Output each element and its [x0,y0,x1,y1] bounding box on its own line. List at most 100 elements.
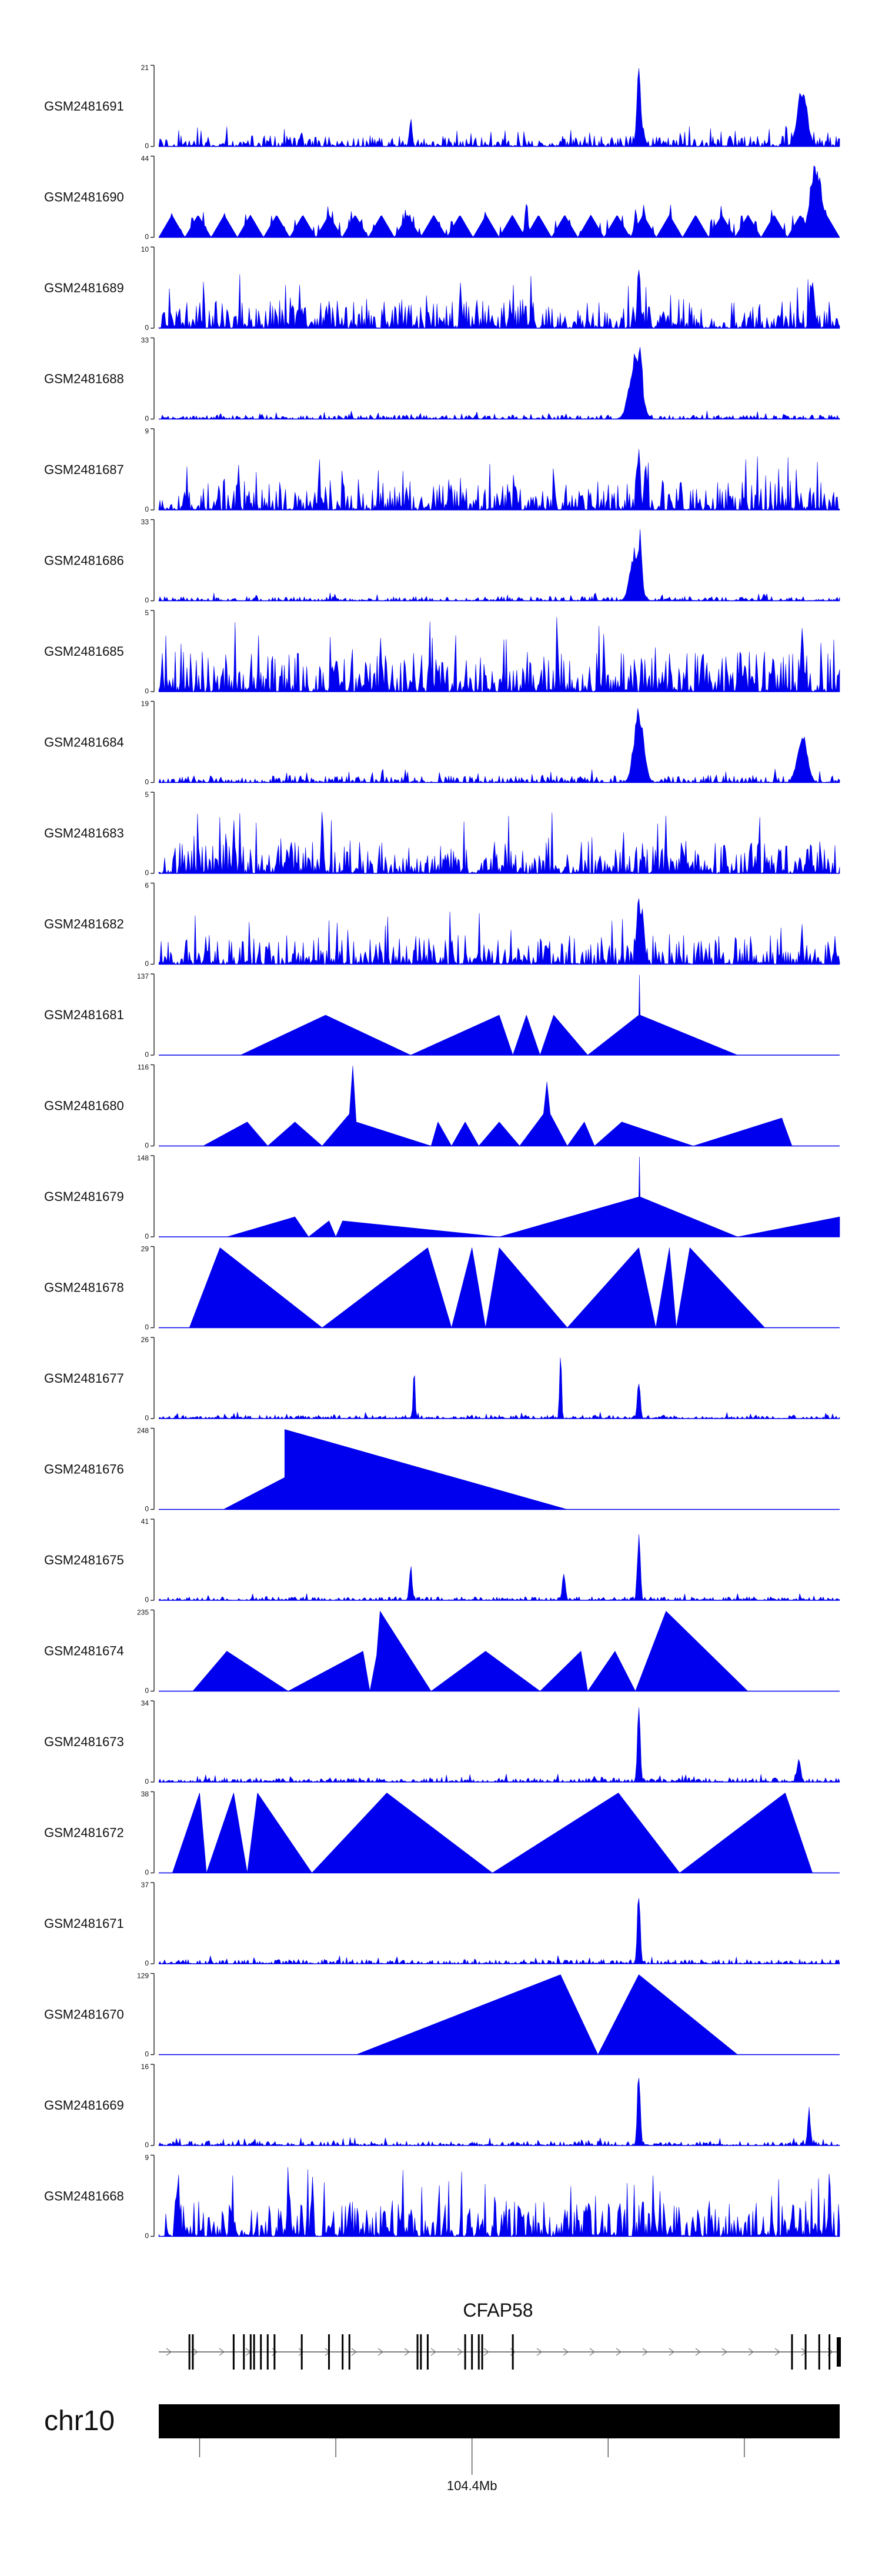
track-GSM2481684: GSM2481684 19 0 [44,700,840,786]
strand-arrow [748,2348,754,2356]
strand-arrow [563,2348,569,2356]
strand-arrow [774,2348,780,2356]
y-max-label: 16 [141,2063,149,2071]
track-label: GSM2481686 [44,553,124,568]
y-min-label: 0 [145,1596,149,1604]
y-max-label: 9 [145,427,149,435]
coverage-area [158,1898,840,1964]
coverage-area [226,1156,840,1237]
y-max-label: 44 [141,155,149,163]
coverage-area [158,68,840,147]
coverage-area [158,165,840,238]
gene-track: CFAP58 [159,2300,841,2370]
y-max-label: 6 [145,882,149,890]
y-max-label: 10 [141,245,149,253]
track-label: GSM2481687 [44,462,124,477]
track-label: GSM2481691 [44,99,124,114]
track-GSM2481675: GSM2481675 41 0 [44,1517,840,1604]
y-min-label: 0 [145,1687,149,1695]
coverage-area [223,1429,568,1510]
y-min-label: 0 [145,1414,149,1422]
coverage-area [158,2077,840,2146]
track-GSM2481679: GSM2481679 148 0 [44,1154,840,1240]
y-max-label: 148 [137,1154,149,1162]
track-label: GSM2481675 [44,1553,124,1567]
coverage-area [158,1357,840,1419]
y-max-label: 33 [141,336,149,345]
track-GSM2481669: GSM2481669 16 0 [44,2063,840,2149]
track-GSM2481689: GSM2481689 10 0 [44,245,840,332]
strand-arrow [166,2348,172,2356]
coverage-area [158,1534,840,1601]
track-label: GSM2481689 [44,281,124,295]
track-GSM2481668: GSM2481668 9 0 [44,2154,840,2240]
y-min-label: 0 [145,415,149,423]
coverage-area [158,812,840,874]
track-label: GSM2481684 [44,735,124,750]
track-GSM2481678: GSM2481678 29 0 [44,1245,840,1332]
track-label: GSM2481690 [44,190,124,205]
coverage-area [158,529,840,601]
track-label: GSM2481670 [44,2007,124,2022]
y-max-label: 41 [141,1517,149,1526]
strand-arrow [298,2348,304,2356]
y-min-label: 0 [145,1323,149,1332]
gene-name-label: CFAP58 [463,2300,533,2321]
strand-arrow [404,2348,410,2356]
track-GSM2481680: GSM2481680 116 0 [44,1063,840,1150]
y-min-label: 0 [145,1959,149,1967]
coverage-area [158,347,840,419]
y-max-label: 34 [141,1699,149,1707]
track-GSM2481681: GSM2481681 137 0 [44,972,840,1059]
strand-arrow [616,2348,622,2356]
y-min-label: 0 [145,1050,149,1059]
coverage-area [203,1066,813,1146]
y-min-label: 0 [145,233,149,241]
gene-end-block [837,2337,841,2367]
strand-arrow [721,2348,727,2356]
track-label: GSM2481674 [44,1644,124,1659]
y-min-label: 0 [145,2050,149,2058]
y-min-label: 0 [145,596,149,605]
track-GSM2481685: GSM2481685 5 0 [44,609,840,695]
y-max-label: 248 [137,1427,149,1435]
coverage-area [158,1707,840,1783]
track-GSM2481683: GSM2481683 5 0 [44,790,840,877]
coverage-area [240,975,738,1056]
strand-arrow [695,2348,701,2356]
track-label: GSM2481672 [44,1826,124,1840]
y-max-label: 5 [145,609,149,617]
y-max-label: 37 [141,1881,149,1889]
y-min-label: 0 [145,323,149,332]
track-GSM2481688: GSM2481688 33 0 [44,336,840,423]
track-label: GSM2481671 [44,1916,124,1931]
y-min-label: 0 [145,1232,149,1240]
strand-arrow [536,2348,542,2356]
y-min-label: 0 [145,2141,149,2149]
y-min-label: 0 [145,778,149,786]
track-GSM2481672: GSM2481672 38 0 [44,1790,840,1877]
strand-arrow [589,2348,595,2356]
track-GSM2481671: GSM2481671 37 0 [44,1881,840,1967]
track-label: GSM2481676 [44,1462,124,1477]
y-max-label: 19 [141,700,149,708]
chromosome-tick-label: 104.4Mb [447,2478,497,2493]
y-max-label: 29 [141,1245,149,1253]
coverage-area [158,449,840,510]
track-GSM2481686: GSM2481686 33 0 [44,518,840,605]
coverage-area [158,617,840,692]
coverage-area [158,708,840,783]
y-min-label: 0 [145,1777,149,1786]
coverage-area [158,269,840,329]
track-label: GSM2481682 [44,917,124,932]
y-min-label: 0 [145,687,149,695]
track-GSM2481676: GSM2481676 248 0 [44,1427,840,1513]
y-min-label: 0 [145,142,149,150]
coverage-area [356,1974,738,2055]
chromosome-bar [159,2404,840,2438]
strand-arrow [430,2348,436,2356]
y-max-label: 21 [141,64,149,72]
track-GSM2481674: GSM2481674 235 0 [44,1609,840,1695]
y-min-label: 0 [145,1868,149,1877]
